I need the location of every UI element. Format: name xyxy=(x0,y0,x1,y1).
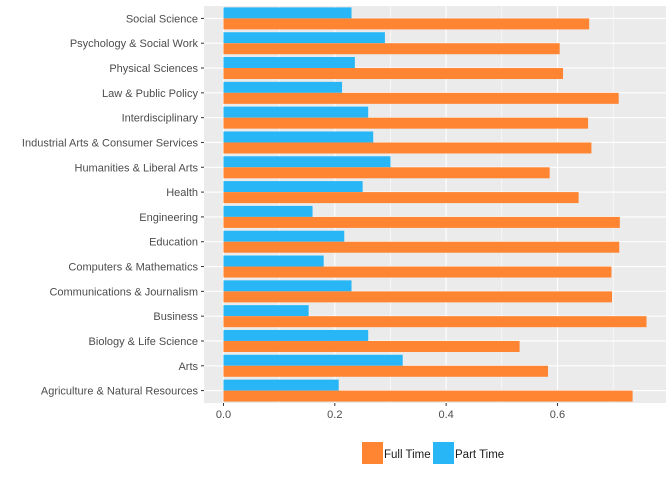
bar-full-time xyxy=(223,241,620,253)
bar-full-time xyxy=(223,340,520,352)
bar-part-time xyxy=(223,205,313,217)
y-tick-label: Education xyxy=(149,237,198,249)
bar-full-time xyxy=(223,43,560,55)
y-tick-label: Health xyxy=(166,187,198,199)
y-tick-label: Psychology & Social Work xyxy=(70,38,199,50)
bar-part-time xyxy=(223,57,355,69)
y-tick-label: Communications & Journalism xyxy=(49,286,198,298)
y-tick-label: Interdisciplinary xyxy=(122,113,199,125)
bar-full-time xyxy=(223,291,613,303)
legend: Full Time Part Time xyxy=(362,442,504,464)
y-tick-label: Engineering xyxy=(139,212,198,224)
bar-full-time xyxy=(223,316,647,328)
bar-part-time xyxy=(223,354,403,366)
y-tick-label: Industrial Arts & Consumer Services xyxy=(22,137,199,149)
legend-label-part-time: Part Time xyxy=(455,449,504,461)
bar-part-time xyxy=(223,81,343,93)
bar-part-time xyxy=(223,156,391,168)
bar-full-time xyxy=(223,365,548,377)
bar-full-time xyxy=(223,192,579,204)
bar-full-time xyxy=(223,117,589,129)
y-tick-label: Humanities & Liberal Arts xyxy=(75,162,199,174)
bar-part-time xyxy=(223,230,345,242)
x-tick-label: 0.2 xyxy=(327,409,342,421)
bar-full-time xyxy=(223,92,619,104)
bar-full-time xyxy=(223,266,612,278)
bar-full-time xyxy=(223,167,550,179)
x-tick-label: 0.4 xyxy=(438,409,453,421)
y-tick-label: Social Science xyxy=(126,13,198,25)
bar-part-time xyxy=(223,106,369,118)
y-tick-label: Computers & Mathematics xyxy=(68,262,198,274)
bar-part-time xyxy=(223,255,324,267)
legend-key-part-time xyxy=(433,442,454,464)
y-tick-label: Arts xyxy=(178,361,198,373)
legend-key-full-time xyxy=(362,442,383,464)
bar-full-time xyxy=(223,142,592,154)
legend-label-full-time: Full Time xyxy=(384,449,431,461)
bar-full-time xyxy=(223,68,564,80)
bar-part-time xyxy=(223,7,352,19)
y-tick-label: Agriculture & Natural Resources xyxy=(41,386,199,398)
bar-part-time xyxy=(223,305,309,317)
bar-part-time xyxy=(223,131,374,143)
bar-full-time xyxy=(223,216,620,228)
bar-full-time xyxy=(223,390,633,402)
x-axis: 0.0 0.2 0.4 0.6 xyxy=(216,403,565,421)
y-tick-label: Business xyxy=(153,311,198,323)
bar-part-time xyxy=(223,32,385,44)
y-tick-label: Law & Public Policy xyxy=(102,88,198,100)
y-tick-label: Biology & Life Science xyxy=(89,336,198,348)
x-tick-label: 0.0 xyxy=(216,409,231,421)
y-axis: Social Science Psychology & Social Work Ph… xyxy=(22,13,204,398)
bar-full-time xyxy=(223,18,590,30)
bar-part-time xyxy=(223,181,363,193)
x-tick-label: 0.6 xyxy=(550,409,565,421)
bar-part-time xyxy=(223,329,369,341)
y-tick-label: Physical Sciences xyxy=(109,63,198,75)
bar-part-time xyxy=(223,280,352,292)
bar-part-time xyxy=(223,379,339,391)
bars xyxy=(223,7,647,402)
